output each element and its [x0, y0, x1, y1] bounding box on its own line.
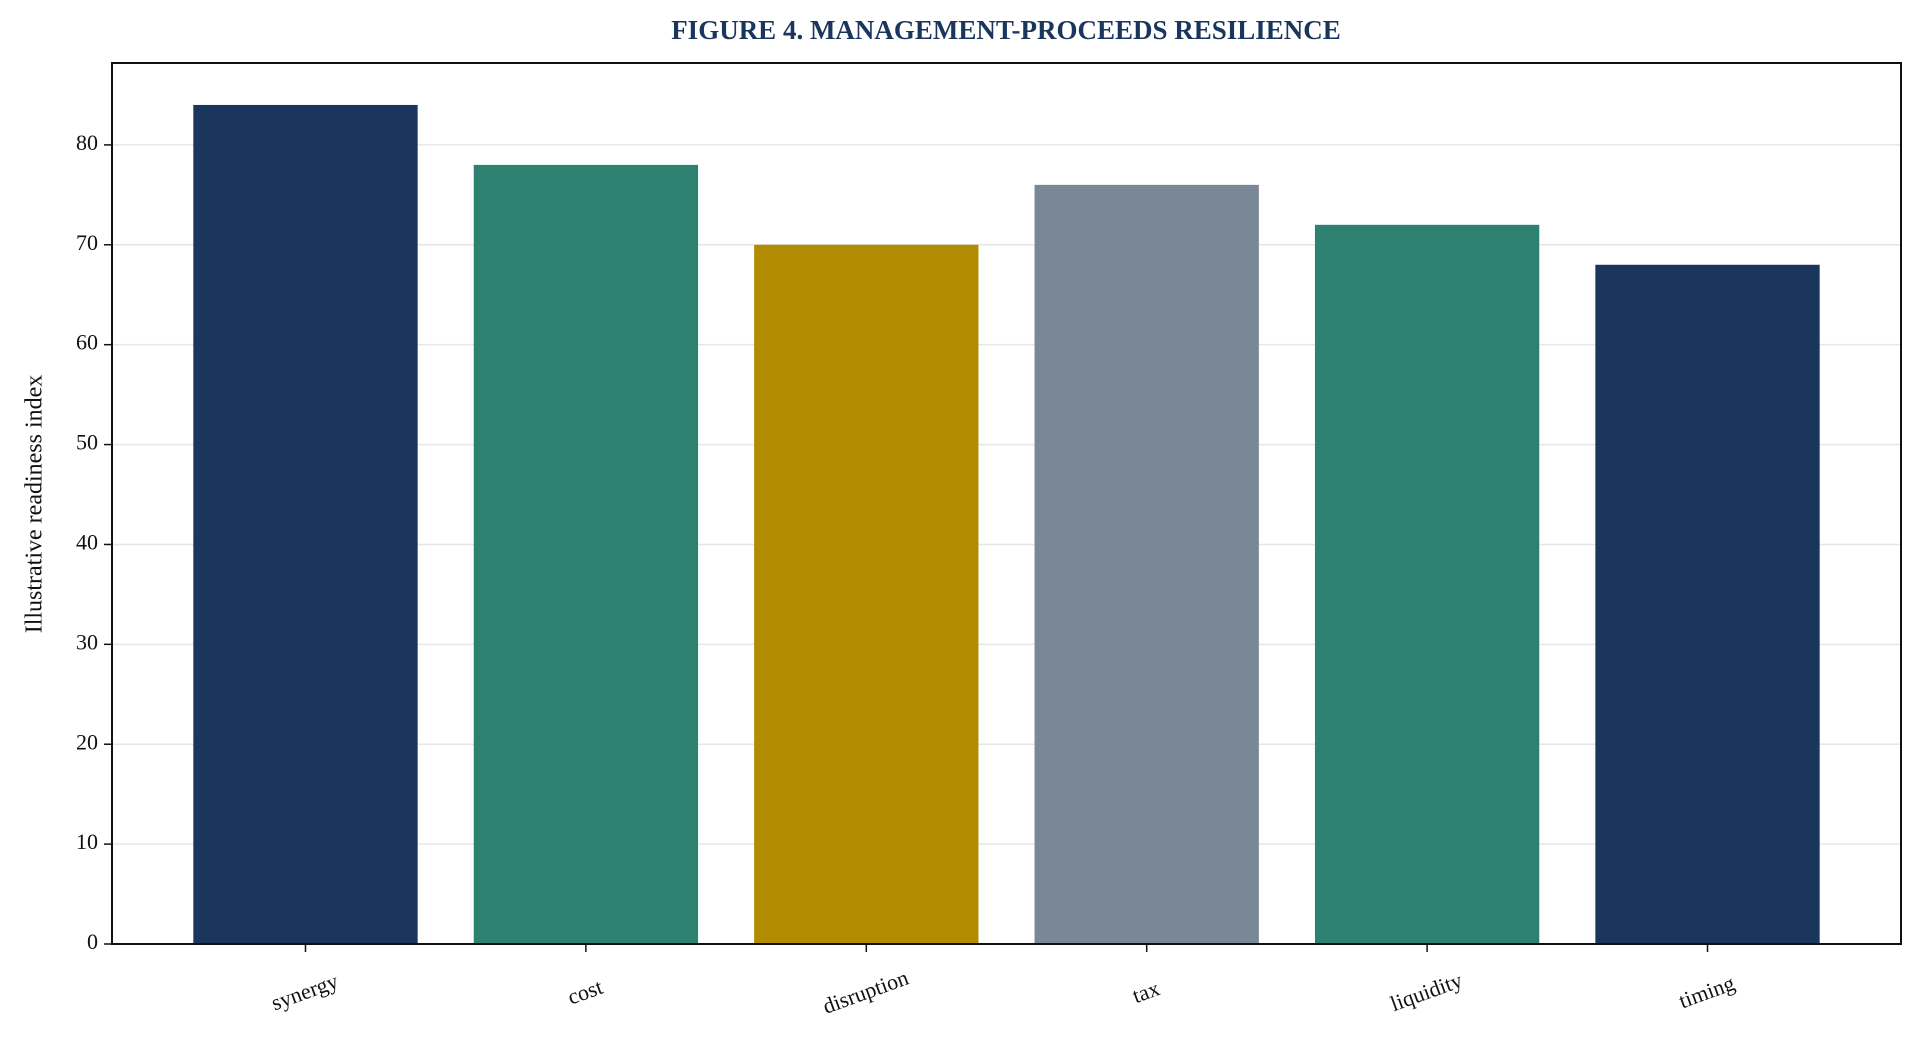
y-axis-label: Illustrative readiness index — [22, 375, 48, 634]
y-tick-label: 20 — [76, 729, 98, 754]
x-tick-label: liquidity — [1387, 967, 1466, 1016]
y-tick-label: 10 — [76, 829, 98, 854]
y-tick-label: 50 — [76, 430, 98, 455]
bar — [754, 244, 979, 945]
plot-frame — [111, 62, 1902, 945]
x-tick-label: cost — [564, 974, 606, 1010]
x-tick-label: synergy — [268, 968, 342, 1015]
y-tick-label: 30 — [76, 629, 98, 654]
x-tick-label: timing — [1675, 970, 1738, 1013]
y-tick-label: 40 — [76, 530, 98, 555]
x-tick-label: tax — [1129, 975, 1163, 1008]
y-tick-label: 0 — [87, 929, 98, 954]
bar — [1314, 224, 1540, 944]
chart-title: FIGURE 4. MANAGEMENT-PROCEEDS RESILIENCE — [671, 15, 1341, 45]
x-tick-label: disruption — [819, 965, 911, 1019]
bar — [1595, 264, 1820, 944]
bar — [193, 104, 418, 944]
bar — [1034, 184, 1259, 944]
y-tick-label: 70 — [76, 230, 98, 255]
y-tick-label: 80 — [76, 130, 98, 155]
y-tick-label: 60 — [76, 330, 98, 355]
bar — [473, 164, 699, 945]
